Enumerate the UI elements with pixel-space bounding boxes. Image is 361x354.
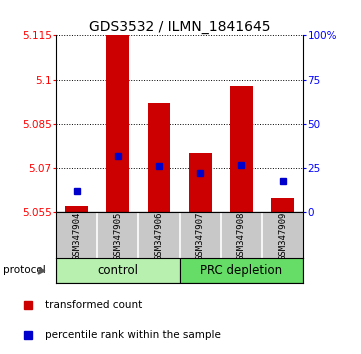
Text: GSM347907: GSM347907 [196,211,205,259]
Text: GSM347906: GSM347906 [155,211,164,259]
Text: control: control [97,264,138,277]
Text: transformed count: transformed count [45,300,143,310]
Bar [180,258,303,283]
Text: GSM347904: GSM347904 [72,211,81,259]
Title: GDS3532 / ILMN_1841645: GDS3532 / ILMN_1841645 [89,21,270,34]
Text: percentile rank within the sample: percentile rank within the sample [45,330,221,341]
Bar [271,198,294,212]
Bar [65,206,88,212]
Bar [106,35,129,212]
Bar [56,258,180,283]
Text: GSM347908: GSM347908 [237,211,246,259]
Text: protocol: protocol [3,264,45,275]
Bar [230,86,253,212]
Bar [189,153,212,212]
Text: PRC depletion: PRC depletion [200,264,282,277]
Text: GSM347909: GSM347909 [278,211,287,259]
Bar [148,103,170,212]
Text: GSM347905: GSM347905 [113,211,122,259]
